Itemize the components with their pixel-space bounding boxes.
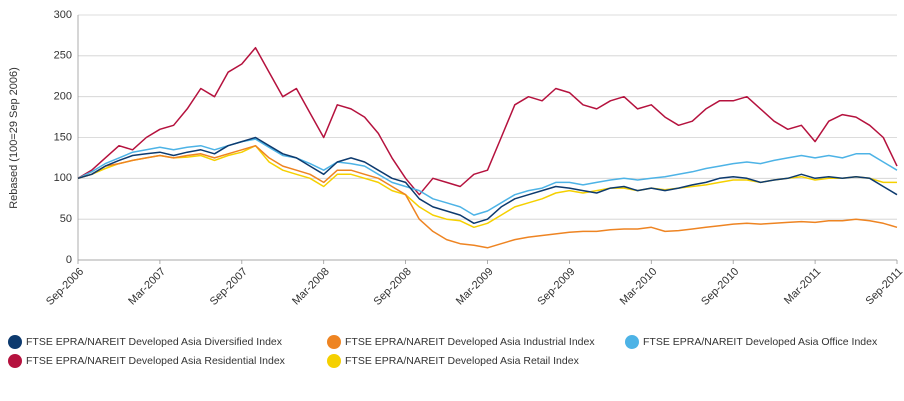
x-tick-label: Mar-2009 xyxy=(454,266,496,308)
legend-label: FTSE EPRA/NAREIT Developed Asia Office I… xyxy=(643,336,878,348)
legend-label: FTSE EPRA/NAREIT Developed Asia Resident… xyxy=(26,355,286,367)
legend-marker xyxy=(327,335,341,349)
x-tick-label: Sep-2007 xyxy=(208,266,250,308)
y-tick-label: 0 xyxy=(66,254,72,266)
legend-marker xyxy=(8,354,22,368)
x-tick-label: Sep-2006 xyxy=(44,266,86,308)
line-series xyxy=(77,144,897,229)
x-tick-label: Sep-2009 xyxy=(535,266,577,308)
legend-marker xyxy=(625,335,639,349)
x-tick-label: Sep-2008 xyxy=(372,266,414,308)
y-tick-label: 200 xyxy=(54,91,72,103)
y-tick-label: 50 xyxy=(60,213,72,225)
y-axis-label: Rebased (100=29 Sep 2006) xyxy=(8,67,20,209)
y-tick-label: 100 xyxy=(54,172,72,184)
legend-label: FTSE EPRA/NAREIT Developed Asia Industri… xyxy=(345,336,595,348)
y-tick-label: 150 xyxy=(54,131,72,143)
line-series xyxy=(77,136,898,225)
x-tick-label: Mar-2011 xyxy=(782,266,823,307)
legend-marker xyxy=(327,354,341,368)
legend-marker xyxy=(8,335,22,349)
line-series xyxy=(77,144,898,249)
x-tick-label: Mar-2008 xyxy=(290,266,332,308)
x-tick-label: Sep-2011 xyxy=(864,266,904,308)
x-tick-label: Sep-2010 xyxy=(699,266,741,308)
y-tick-label: 250 xyxy=(54,50,72,62)
legend-label: FTSE EPRA/NAREIT Developed Asia Retail I… xyxy=(345,355,580,367)
legend-label: FTSE EPRA/NAREIT Developed Asia Diversif… xyxy=(26,336,283,348)
y-tick-label: 300 xyxy=(54,9,72,21)
x-tick-label: Mar-2007 xyxy=(126,266,168,308)
line-series xyxy=(77,138,898,216)
x-tick-label: Mar-2010 xyxy=(618,266,660,308)
line-series xyxy=(77,46,898,196)
